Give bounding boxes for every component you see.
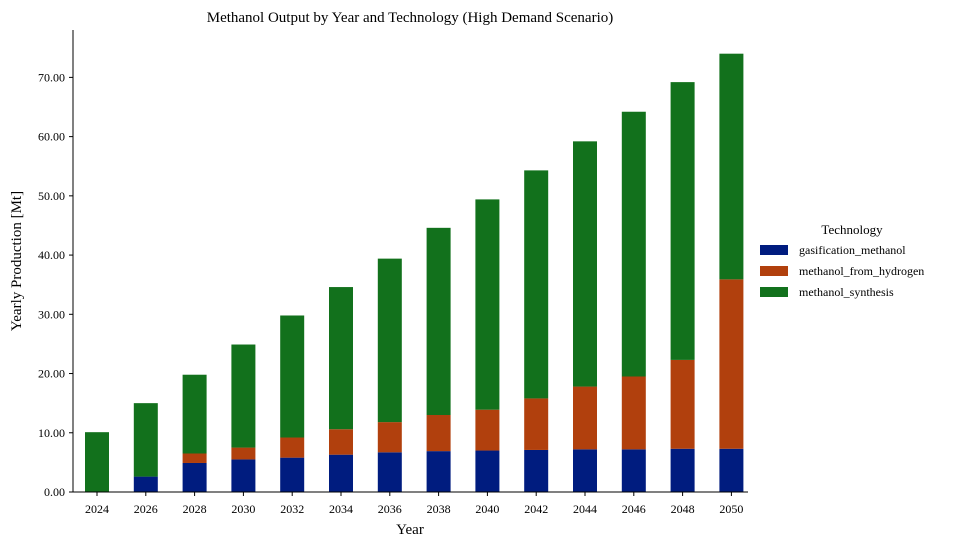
bar-gasification_methanol-2038 [426, 451, 451, 492]
bar-methanol_from_hydrogen-2032 [280, 437, 305, 458]
x-axis-title: Year [396, 522, 424, 538]
bar-methanol_from_hydrogen-2038 [426, 415, 451, 452]
bar-gasification_methanol-2026 [133, 476, 158, 492]
bar-gasification_methanol-2040 [475, 450, 500, 492]
legend-title: Technology [821, 222, 883, 237]
x-tick-label: 2024 [85, 502, 109, 516]
x-tick-label: 2026 [134, 502, 158, 516]
bar-methanol_synthesis-2036 [377, 258, 402, 423]
y-tick-label: 50.00 [38, 189, 65, 203]
bar-methanol_synthesis-2046 [621, 111, 646, 377]
y-tick-label: 70.00 [38, 70, 65, 84]
bar-methanol_synthesis-2040 [475, 199, 500, 410]
bar-methanol_from_hydrogen-2030 [231, 447, 256, 460]
bar-gasification_methanol-2034 [329, 454, 353, 492]
bar-methanol_from_hydrogen-2040 [475, 409, 500, 451]
bar-methanol_synthesis-2024 [85, 432, 109, 492]
legend-label-methanol_synthesis: methanol_synthesis [799, 285, 894, 299]
x-tick-label: 2028 [183, 502, 207, 516]
bar-gasification_methanol-2032 [280, 457, 305, 492]
bar-methanol_synthesis-2042 [524, 170, 549, 399]
x-tick-label: 2040 [475, 502, 499, 516]
y-tick-label: 30.00 [38, 307, 65, 321]
bar-gasification_methanol-2048 [670, 448, 695, 492]
bar-methanol_from_hydrogen-2042 [524, 398, 549, 450]
legend: Technology gasification_methanol methanol… [760, 222, 924, 299]
y-tick-label: 10.00 [38, 426, 65, 440]
y-tick-label: 40.00 [38, 248, 65, 262]
x-tick-label: 2044 [573, 502, 597, 516]
x-tick-label: 2030 [231, 502, 255, 516]
bar-gasification_methanol-2046 [621, 449, 646, 492]
bar-methanol_synthesis-2026 [133, 403, 158, 477]
bar-methanol_from_hydrogen-2048 [670, 359, 695, 449]
x-tick-label: 2036 [378, 502, 402, 516]
bar-methanol_synthesis-2044 [573, 141, 597, 387]
bar-methanol_synthesis-2050 [719, 53, 744, 280]
bar-gasification_methanol-2050 [719, 448, 744, 492]
legend-swatch-gasification_methanol [760, 245, 788, 255]
x-tick-label: 2050 [719, 502, 743, 516]
bar-methanol_from_hydrogen-2028 [182, 453, 207, 463]
bar-gasification_methanol-2042 [524, 449, 549, 492]
bar-methanol_from_hydrogen-2044 [573, 386, 597, 450]
bar-methanol_synthesis-2034 [329, 287, 353, 430]
bar-methanol_from_hydrogen-2046 [621, 376, 646, 450]
x-tick-label: 2034 [329, 502, 353, 516]
x-tick-label: 2038 [427, 502, 451, 516]
bar-methanol_synthesis-2032 [280, 315, 305, 438]
bar-methanol_from_hydrogen-2050 [719, 279, 744, 449]
bar-gasification_methanol-2036 [377, 452, 402, 492]
y-axis-title: Yearly Production [Mt] [9, 191, 25, 331]
x-tick-label: 2046 [622, 502, 646, 516]
bar-gasification_methanol-2044 [573, 449, 597, 492]
bar-methanol_synthesis-2030 [231, 344, 256, 448]
legend-swatch-methanol_from_hydrogen [760, 266, 788, 276]
bar-gasification_methanol-2030 [231, 459, 256, 492]
legend-label-methanol_from_hydrogen: methanol_from_hydrogen [799, 264, 924, 278]
bar-methanol_synthesis-2048 [670, 82, 695, 360]
x-tick-label: 2048 [671, 502, 695, 516]
bar-methanol_from_hydrogen-2036 [377, 422, 402, 453]
y-tick-label: 0.00 [44, 485, 65, 499]
x-tick-label: 2042 [524, 502, 548, 516]
bar-methanol_synthesis-2028 [182, 374, 207, 454]
chart-title: Methanol Output by Year and Technology (… [207, 10, 614, 26]
legend-swatch-methanol_synthesis [760, 287, 788, 297]
bar-gasification_methanol-2028 [182, 462, 207, 492]
legend-label-gasification_methanol: gasification_methanol [799, 243, 906, 257]
bar-methanol_synthesis-2038 [426, 227, 451, 415]
axes-layer: 0.00 10.00 20.00 30.00 40.00 50.00 60.00 70.00 2… [38, 30, 748, 516]
x-tick-label: 2032 [280, 502, 304, 516]
y-tick-label: 60.00 [38, 130, 65, 144]
bar-methanol_from_hydrogen-2034 [329, 429, 353, 455]
bars-layer [85, 53, 744, 492]
y-tick-label: 20.00 [38, 367, 65, 381]
